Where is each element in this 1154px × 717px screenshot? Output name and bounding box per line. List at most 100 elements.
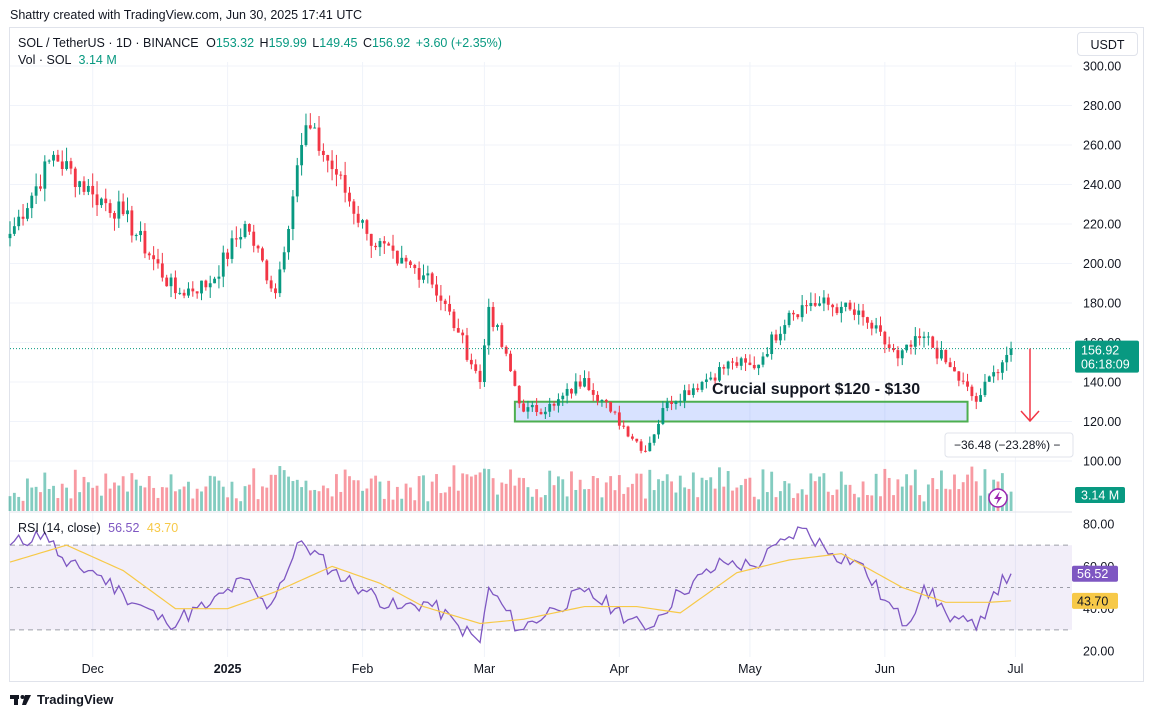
volume-bar xyxy=(130,473,134,511)
candle-body xyxy=(435,284,438,296)
volume-bar xyxy=(160,487,164,511)
candle-body xyxy=(822,297,826,304)
candle-body xyxy=(308,125,312,129)
candle-body xyxy=(52,154,55,161)
volume-bar xyxy=(339,491,343,511)
candle-body xyxy=(1009,348,1013,355)
candle-body xyxy=(539,412,543,415)
candle-body xyxy=(979,395,983,402)
candle-body xyxy=(461,332,465,336)
volume-bar xyxy=(409,487,412,511)
candle-body xyxy=(208,283,212,288)
volume-bar xyxy=(652,490,656,511)
candle-body xyxy=(578,381,582,387)
currency-button[interactable]: USDT xyxy=(1077,32,1138,56)
volume-bar xyxy=(95,485,99,511)
volume-bar xyxy=(722,486,726,511)
volume-bar xyxy=(940,470,943,511)
candle-body xyxy=(635,438,639,442)
candle-body xyxy=(918,336,922,339)
volume-bar xyxy=(691,472,695,511)
candle-body xyxy=(552,403,556,406)
candle-body xyxy=(291,196,295,230)
candle-body xyxy=(974,396,978,402)
volume-bar xyxy=(400,498,404,511)
volume-bar xyxy=(726,471,730,511)
candle-body xyxy=(117,201,121,219)
candle-body xyxy=(957,371,961,381)
candle-body xyxy=(252,231,256,246)
price-tick-label: 200.00 xyxy=(1083,257,1121,271)
lightning-icon-glyph xyxy=(994,491,1002,505)
candle-body xyxy=(404,257,408,262)
price-tick-label: 220.00 xyxy=(1083,218,1121,232)
candle-body xyxy=(905,344,909,351)
volume-bar xyxy=(469,476,473,511)
volume-value: 3.14 M xyxy=(78,53,117,67)
volume-bar xyxy=(752,496,756,511)
volume-bar xyxy=(43,472,47,511)
candle-body xyxy=(704,379,708,382)
volume-bar xyxy=(226,497,230,511)
candle-body xyxy=(522,403,526,412)
volume-bar xyxy=(99,495,103,511)
volume-bar xyxy=(887,477,891,511)
volume-bar xyxy=(757,499,761,511)
candle-body xyxy=(626,426,630,437)
candle-body xyxy=(69,161,73,169)
volume-bar xyxy=(343,469,347,511)
candle-body xyxy=(757,364,761,369)
candle-body xyxy=(970,386,974,397)
volume-bar xyxy=(395,486,399,511)
price-tick-label: 280.00 xyxy=(1083,99,1121,113)
candle-body xyxy=(761,356,765,365)
volume-bar xyxy=(617,475,621,511)
candle-body xyxy=(800,305,804,318)
candle-body xyxy=(953,367,956,372)
volume-bar xyxy=(422,475,425,511)
candle-body xyxy=(395,250,399,264)
volume-bar xyxy=(239,501,243,511)
tradingview-logo-icon xyxy=(10,695,31,705)
candle-body xyxy=(683,390,687,401)
candle-body xyxy=(770,334,774,355)
volume-bar xyxy=(126,491,129,511)
candle-body xyxy=(844,302,848,307)
volume-bar xyxy=(835,489,839,511)
volume-bar xyxy=(82,476,86,511)
candle-body xyxy=(731,361,734,363)
candle-body xyxy=(783,325,787,334)
candle-body xyxy=(230,238,234,259)
candle-body xyxy=(748,362,752,365)
volume-bar xyxy=(526,487,530,511)
volume-bar xyxy=(217,480,221,511)
volume-bar xyxy=(635,473,639,511)
volume-bar xyxy=(944,488,948,511)
time-tick-label: Apr xyxy=(610,662,629,676)
candle-body xyxy=(517,385,521,404)
candle-body xyxy=(487,306,491,346)
volume-bar xyxy=(591,476,595,511)
price-tick-label: 180.00 xyxy=(1083,297,1121,311)
candle-body xyxy=(8,233,12,239)
candle-body xyxy=(839,306,843,314)
candle-body xyxy=(926,336,930,338)
volume-bar xyxy=(178,489,182,511)
volume-bar xyxy=(913,469,917,511)
volume-bar xyxy=(435,474,438,511)
volume-bar xyxy=(866,495,869,511)
volume-bar xyxy=(448,486,452,511)
candle-body xyxy=(95,194,99,206)
tradingview-footer[interactable]: TradingView xyxy=(10,692,113,707)
candle-body xyxy=(543,411,547,415)
candle-body xyxy=(1005,354,1009,363)
candle-body xyxy=(361,220,364,223)
candle-body xyxy=(43,161,47,189)
candle-body xyxy=(217,276,221,279)
volume-bar xyxy=(417,476,421,511)
volume-bar xyxy=(291,481,295,511)
candle-body xyxy=(491,306,495,327)
volume-bar xyxy=(744,478,747,511)
candle-body xyxy=(809,303,813,307)
